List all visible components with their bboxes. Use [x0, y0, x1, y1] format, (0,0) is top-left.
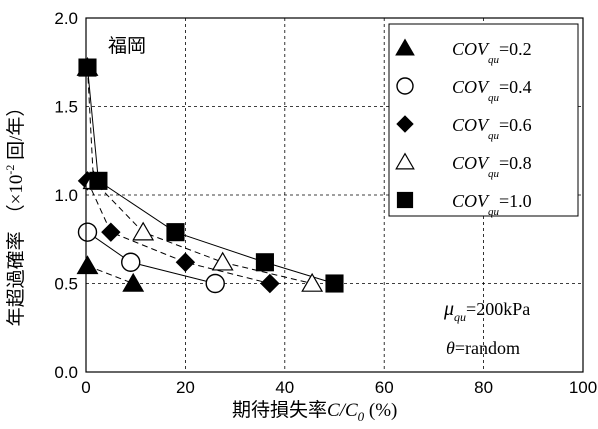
legend-marker — [396, 115, 414, 133]
x-tick-label: 100 — [569, 378, 597, 397]
data-point — [122, 272, 145, 292]
x-tick-label: 60 — [375, 378, 394, 397]
x-tick-label: 0 — [81, 378, 90, 397]
data-point — [301, 272, 324, 292]
plot-frame — [85, 17, 584, 373]
data-point — [260, 273, 280, 294]
data-point — [77, 222, 98, 242]
data-point — [78, 58, 97, 77]
legend-label: COVqu=0.6 — [452, 115, 532, 142]
data-points — [76, 56, 344, 294]
x-tick-label: 80 — [474, 378, 493, 397]
series-line — [86, 67, 335, 284]
y-axis-label-unit-close: 回/年） — [5, 98, 27, 165]
series-line — [86, 67, 313, 284]
place-annotation: 福岡 — [108, 35, 146, 57]
y-axis-label-unit-open: （×10 — [5, 175, 27, 224]
y-axis-label-unit-exp: -2 — [3, 165, 17, 175]
theta-annotation: θ=random — [446, 338, 520, 358]
y-tick-label: 1.0 — [54, 186, 78, 205]
legend-marker — [395, 38, 415, 56]
legend-label: COVqu=0.4 — [452, 77, 532, 104]
legend-marker — [396, 77, 414, 95]
y-tick-label: 0.5 — [54, 275, 78, 294]
data-point — [255, 253, 274, 272]
data-point — [166, 223, 185, 242]
y-tick-label: 0.0 — [54, 363, 78, 382]
data-point — [76, 255, 99, 275]
mu-annotation: μqu=200kPa — [443, 298, 530, 324]
x-axis-label-sub: 0 — [358, 409, 365, 424]
data-point — [175, 252, 196, 272]
legend-marker — [396, 191, 414, 209]
y-axis-label: 年超過確率 （×10-2 回/年） — [3, 98, 27, 327]
x-tick-labels: 0 20 40 60 80 100 — [81, 378, 597, 397]
x-axis-label-var: C/C — [327, 400, 358, 421]
y-axis-label-main: 年超過確率 — [5, 231, 27, 326]
x-axis-label-unit: (%) — [364, 400, 397, 421]
x-tick-label: 40 — [275, 378, 294, 397]
x-tick-label: 20 — [176, 378, 195, 397]
y-tick-label: 2.0 — [54, 9, 78, 28]
data-point — [325, 274, 344, 293]
y-axis-label-group: 年超過確率 （×10-2 回/年） — [3, 98, 27, 327]
data-point — [89, 171, 108, 190]
y-tick-label: 1.5 — [54, 98, 78, 117]
legend-marker — [395, 152, 415, 170]
legend-box — [388, 23, 579, 217]
legend-label: COVqu=1.0 — [452, 191, 532, 218]
series-lines — [86, 67, 335, 284]
series-line — [87, 180, 271, 284]
legend-label: COVqu=0.2 — [452, 39, 532, 66]
data-point — [121, 252, 141, 272]
legend-label: COVqu=0.8 — [452, 153, 532, 180]
series-line — [87, 265, 134, 284]
data-point — [101, 222, 121, 242]
x-axis-label-prefix: 期待損失率 — [232, 399, 327, 421]
y-tick-labels: 0.0 0.5 1.0 1.5 2.0 — [54, 9, 78, 382]
data-point — [211, 251, 234, 271]
data-point — [132, 221, 155, 241]
data-point — [205, 273, 225, 294]
x-axis-label: 期待損失率C/C0 (%) — [232, 399, 397, 424]
legend: COVqu=0.2 COVqu=0.4 COVqu=0.6 COVqu=0.8 COVq… — [388, 23, 579, 218]
